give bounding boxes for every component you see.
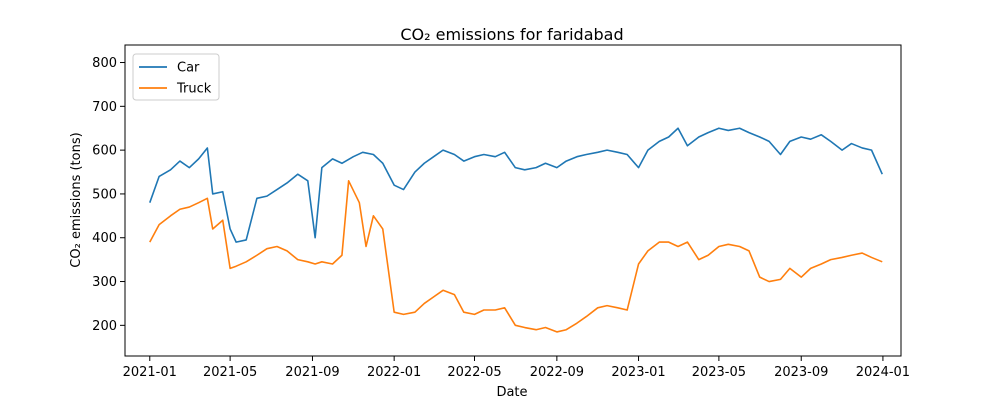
x-tick-label: 2022-05 [447, 365, 501, 380]
y-axis: 200 300 400 500 600 700 800 [92, 56, 125, 334]
plot-frame [124, 44, 902, 357]
x-tick-label: 2023-09 [774, 365, 828, 380]
legend-label-truck: Truck [176, 82, 212, 97]
y-tick-label: 200 [92, 319, 117, 334]
y-tick-label: 600 [92, 144, 117, 159]
x-tick-label: 2021-09 [285, 365, 339, 380]
x-axis-label: Date [496, 385, 527, 400]
x-tick-label: 2021-01 [123, 365, 177, 380]
y-tick-label: 400 [92, 231, 117, 246]
y-tick-label: 300 [92, 275, 117, 290]
legend-label-car: Car [177, 61, 200, 76]
chart-title: CO₂ emissions for faridabad [400, 25, 623, 44]
x-tick-label: 2022-01 [367, 365, 421, 380]
plot-series [149, 127, 883, 333]
y-tick-label: 800 [92, 56, 117, 71]
x-tick-label: 2023-05 [692, 365, 746, 380]
x-tick-label: 2023-01 [611, 365, 665, 380]
y-axis-label: CO₂ emissions (tons) [69, 132, 84, 267]
x-tick-label: 2024-01 [856, 365, 910, 380]
y-tick-label: 500 [92, 187, 117, 202]
y-tick-label: 700 [92, 100, 117, 115]
x-tick-label: 2022-09 [530, 365, 584, 380]
x-axis: 2021-01 2021-05 2021-09 2022-01 2022-05 2022-… [123, 356, 910, 380]
series-line-car [149, 127, 883, 243]
legend: Car Truck [132, 53, 220, 101]
series-line-truck [149, 179, 883, 333]
x-tick-label: 2021-05 [203, 365, 257, 380]
